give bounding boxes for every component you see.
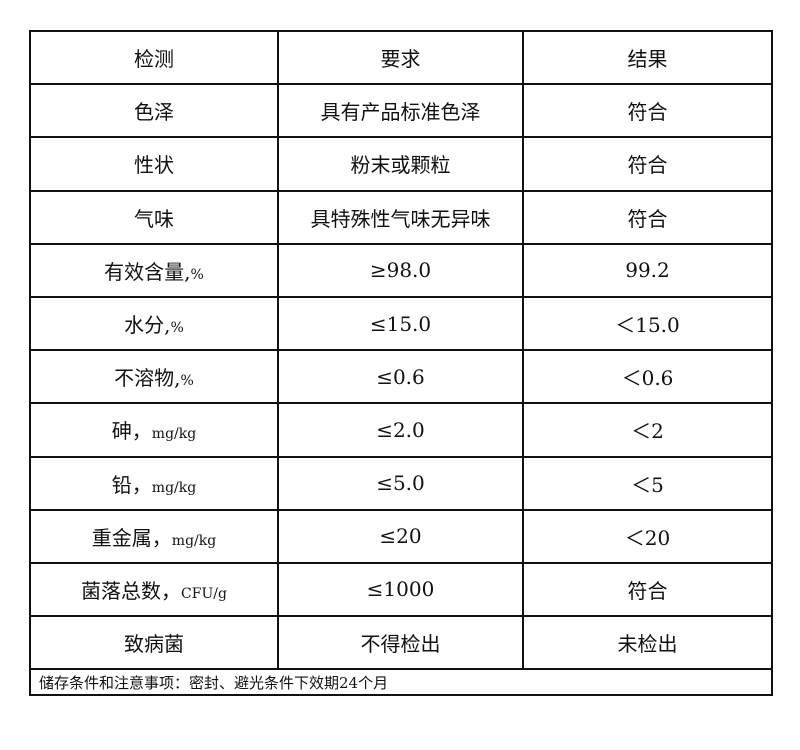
requirement-cell: ≤5.0 bbox=[277, 455, 524, 511]
result-cell: 符合 bbox=[522, 83, 773, 139]
unit: mg/kg bbox=[151, 479, 197, 496]
result-cell: 99.2 bbox=[522, 242, 773, 298]
table-row: 铅，mg/kg ≤5.0 ＜5 bbox=[29, 455, 773, 511]
item-label: 不溶物, bbox=[114, 366, 181, 391]
requirement-cell: ≤1000 bbox=[277, 561, 524, 618]
header-row: 检测 要求 结果 bbox=[29, 29, 773, 86]
item-cell: 水分,% bbox=[29, 295, 279, 352]
header-cell: 要求 bbox=[277, 29, 524, 86]
unit: % bbox=[190, 266, 204, 283]
result-cell: 符合 bbox=[522, 561, 773, 618]
table-row: 不溶物,% ≤0.6 ＜0.6 bbox=[29, 349, 773, 405]
table-row: 重金属，mg/kg ≤20 ＜20 bbox=[29, 508, 773, 564]
item-label: 有效含量, bbox=[104, 259, 191, 284]
item-cell: 砷，mg/kg bbox=[29, 402, 279, 458]
result-cell: 未检出 bbox=[522, 615, 773, 671]
item-cell: 铅，mg/kg bbox=[29, 455, 279, 511]
table-row: 水分,% ≤15.0 ＜15.0 bbox=[29, 295, 773, 352]
unit: mg/kg bbox=[151, 426, 197, 443]
item-label: 水分, bbox=[124, 313, 171, 338]
item-label: 气味 bbox=[134, 206, 174, 231]
item-label: 重金属， bbox=[91, 525, 172, 550]
item-label: 色泽 bbox=[134, 100, 174, 125]
unit: mg/kg bbox=[171, 532, 217, 549]
item-cell: 不溶物,% bbox=[29, 349, 279, 405]
item-label: 菌落总数， bbox=[81, 578, 182, 603]
table-row: 致病菌 不得检出 未检出 bbox=[29, 615, 773, 671]
result-cell: ＜20 bbox=[522, 508, 773, 564]
table-row: 菌落总数，CFU/g ≤1000 符合 bbox=[29, 561, 773, 618]
item-label: 致病菌 bbox=[124, 632, 184, 657]
item-cell: 色泽 bbox=[29, 83, 279, 139]
requirement-cell: ≥98.0 bbox=[277, 242, 524, 298]
result-cell: ＜5 bbox=[522, 455, 773, 511]
result-cell: 符合 bbox=[522, 136, 773, 192]
result-cell: ＜2 bbox=[522, 402, 773, 458]
requirement-cell: ≤0.6 bbox=[277, 349, 524, 405]
footer-row: 储存条件和注意事项：密封、避光条件下效期24个月 bbox=[29, 668, 773, 697]
unit: % bbox=[180, 373, 194, 390]
item-cell: 气味 bbox=[29, 189, 279, 245]
result-cell: ＜15.0 bbox=[522, 295, 773, 352]
item-cell: 重金属，mg/kg bbox=[29, 508, 279, 564]
table-row: 砷，mg/kg ≤2.0 ＜2 bbox=[29, 402, 773, 458]
item-label: 砷， bbox=[111, 419, 152, 444]
table-row: 性状 粉末或颗粒 符合 bbox=[29, 136, 773, 192]
header-cell: 检测 bbox=[29, 29, 279, 86]
table-row: 色泽 具有产品标准色泽 符合 bbox=[29, 83, 773, 139]
requirement-cell: ≤20 bbox=[277, 508, 524, 564]
requirement-cell: ≤2.0 bbox=[277, 402, 524, 458]
unit: CFU/g bbox=[181, 585, 227, 602]
item-cell: 性状 bbox=[29, 136, 279, 192]
item-label: 铅， bbox=[111, 472, 152, 497]
requirement-cell: 粉末或颗粒 bbox=[277, 136, 524, 192]
table-row: 有效含量,% ≥98.0 99.2 bbox=[29, 242, 773, 298]
result-cell: 符合 bbox=[522, 189, 773, 245]
inspection-table: 检测 要求 结果 色泽 具有产品标准色泽 符合 性状 粉末或颗粒 符合 气味 具特殊性气味无异… bbox=[29, 29, 773, 697]
unit: % bbox=[170, 320, 184, 337]
requirement-cell: 具有产品标准色泽 bbox=[277, 83, 524, 139]
table-row: 气味 具特殊性气味无异味 符合 bbox=[29, 189, 773, 245]
requirement-cell: ≤15.0 bbox=[277, 295, 524, 352]
result-cell: ＜0.6 bbox=[522, 349, 773, 405]
requirement-cell: 不得检出 bbox=[277, 615, 524, 671]
item-cell: 致病菌 bbox=[29, 615, 279, 671]
item-cell: 有效含量,% bbox=[29, 242, 279, 298]
storage-note: 储存条件和注意事项：密封、避光条件下效期24个月 bbox=[29, 668, 773, 697]
item-cell: 菌落总数，CFU/g bbox=[29, 561, 279, 618]
item-label: 性状 bbox=[134, 153, 174, 178]
requirement-cell: 具特殊性气味无异味 bbox=[277, 189, 524, 245]
header-cell: 结果 bbox=[522, 29, 773, 86]
